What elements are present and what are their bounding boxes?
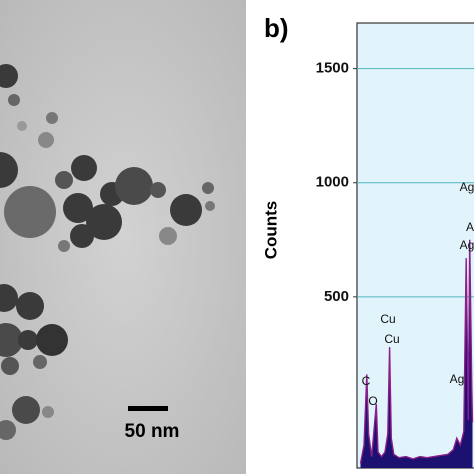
peak-label: Cu	[380, 312, 395, 326]
spectrum-line	[359, 239, 474, 464]
y-tick-label: 1000	[316, 174, 349, 191]
peak-label: A	[466, 220, 474, 234]
y-axis-label: Counts	[261, 201, 280, 260]
panel-label: b)	[264, 13, 289, 43]
peak-label: C	[362, 374, 371, 388]
peak-label: Ag	[460, 180, 474, 194]
plot-area	[356, 22, 474, 469]
peak-label: O	[368, 394, 377, 408]
scale-bar-label: 50 nm	[125, 421, 180, 442]
peak-label: Cu	[384, 332, 399, 346]
y-tick-label: 1500	[316, 60, 349, 77]
peak-label: Ag	[450, 372, 465, 386]
y-tick-label: 500	[324, 288, 349, 305]
peak-label: Ag	[460, 238, 474, 252]
micrograph: 50 nm	[0, 0, 246, 474]
